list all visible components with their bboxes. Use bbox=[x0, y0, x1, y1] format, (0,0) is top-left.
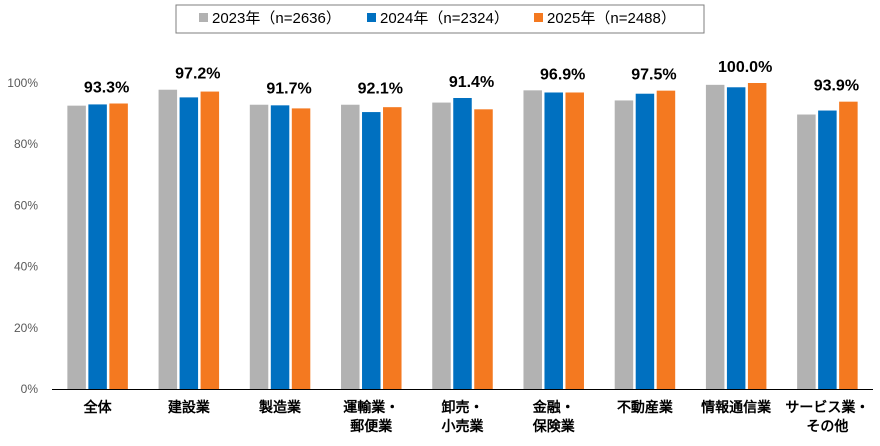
data-label: 92.1% bbox=[358, 81, 403, 98]
bar bbox=[474, 109, 493, 389]
bar bbox=[544, 92, 563, 390]
bar bbox=[839, 101, 858, 389]
legend-entry: 2024年（n=2324） bbox=[380, 10, 509, 27]
bar bbox=[705, 84, 725, 389]
x-category-label: 金融・保険業 bbox=[532, 399, 576, 434]
legend-swatch bbox=[199, 13, 208, 22]
bar bbox=[200, 91, 220, 390]
x-axis: 全体 建設業 製造業 運輸業・郵便業 卸売・小売業 金融・保険業 不動産業 情報通信業 サービス… bbox=[52, 389, 873, 434]
legend: 2023年（n=2636） 2024年（n=2324） 2025年（n=2488） bbox=[175, 4, 705, 34]
legend-entry: 2025年（n=2488） bbox=[547, 10, 676, 27]
y-tick-label: 40% bbox=[14, 260, 38, 274]
bar bbox=[523, 90, 542, 390]
x-category-label-line: 建設業 bbox=[168, 399, 211, 415]
y-tick-label: 20% bbox=[14, 321, 38, 335]
x-category-label-line: 保険業 bbox=[532, 418, 576, 434]
bar bbox=[747, 83, 767, 389]
x-category-label-line: その他 bbox=[806, 418, 848, 434]
legend-entry: 2023年（n=2636） bbox=[212, 10, 341, 27]
bar bbox=[88, 104, 107, 390]
bar bbox=[249, 104, 269, 389]
x-category-label-line: 不動産業 bbox=[617, 399, 674, 415]
bar bbox=[158, 89, 178, 390]
x-category-label-line: 全体 bbox=[83, 399, 113, 415]
x-category-label-line: 製造業 bbox=[258, 399, 302, 415]
x-category-label-line: 情報通信業 bbox=[701, 399, 772, 415]
x-category-label: 運輸業・郵便業 bbox=[343, 399, 399, 434]
y-tick-label: 60% bbox=[14, 198, 38, 212]
data-label: 93.3% bbox=[84, 80, 129, 97]
data-labels: 93.3% 97.2% 91.7% 92.1% 91.4% 96.9% 97.5% 100.0… bbox=[84, 59, 859, 98]
bar bbox=[383, 107, 402, 389]
bar bbox=[109, 103, 128, 389]
bar bbox=[656, 90, 676, 390]
data-label: 93.9% bbox=[814, 78, 859, 95]
x-category-label-line: 運輸業・ bbox=[343, 399, 399, 415]
bar bbox=[818, 110, 837, 389]
bar bbox=[726, 87, 746, 389]
x-category-label: 不動産業 bbox=[617, 399, 674, 415]
x-category-label: サービス業・その他 bbox=[785, 399, 869, 434]
bar bbox=[614, 100, 634, 389]
y-tick-label: 0% bbox=[21, 382, 39, 396]
legend-frame bbox=[175, 4, 705, 34]
data-label: 97.5% bbox=[631, 67, 676, 84]
bar bbox=[341, 104, 360, 389]
x-category-label-line: 小売業 bbox=[442, 418, 485, 434]
x-category-label-line: 郵便業 bbox=[350, 418, 393, 434]
y-axis: 0% 20% 40% 60% 80% 100% bbox=[7, 76, 38, 396]
bar bbox=[179, 97, 199, 389]
data-label: 91.4% bbox=[449, 74, 494, 91]
legend-swatch bbox=[534, 13, 543, 22]
x-category-label-line: 金融・ bbox=[532, 399, 575, 415]
x-category-label: 卸売・小売業 bbox=[442, 399, 485, 434]
y-tick-label: 80% bbox=[14, 137, 38, 151]
x-category-label-line: 卸売・ bbox=[442, 399, 484, 415]
bar bbox=[453, 97, 472, 389]
x-category-label: 全体 bbox=[83, 399, 113, 415]
bar bbox=[565, 92, 584, 390]
data-label: 91.7% bbox=[266, 81, 311, 98]
bar bbox=[432, 102, 451, 390]
bar bbox=[635, 93, 655, 390]
bar bbox=[362, 112, 381, 389]
x-category-label-line: サービス業・ bbox=[785, 399, 869, 415]
data-label: 97.2% bbox=[175, 66, 220, 83]
bar bbox=[270, 105, 290, 389]
bar bbox=[291, 108, 311, 389]
legend-swatch bbox=[367, 13, 376, 22]
x-category-label: 製造業 bbox=[258, 399, 302, 415]
y-tick-label: 100% bbox=[7, 76, 38, 90]
x-category-label: 建設業 bbox=[168, 399, 211, 415]
data-label: 100.0% bbox=[718, 59, 772, 76]
bar bbox=[797, 114, 816, 389]
x-category-label: 情報通信業 bbox=[701, 399, 772, 415]
data-label: 96.9% bbox=[540, 66, 585, 83]
bars bbox=[67, 83, 858, 390]
bar bbox=[67, 105, 86, 390]
